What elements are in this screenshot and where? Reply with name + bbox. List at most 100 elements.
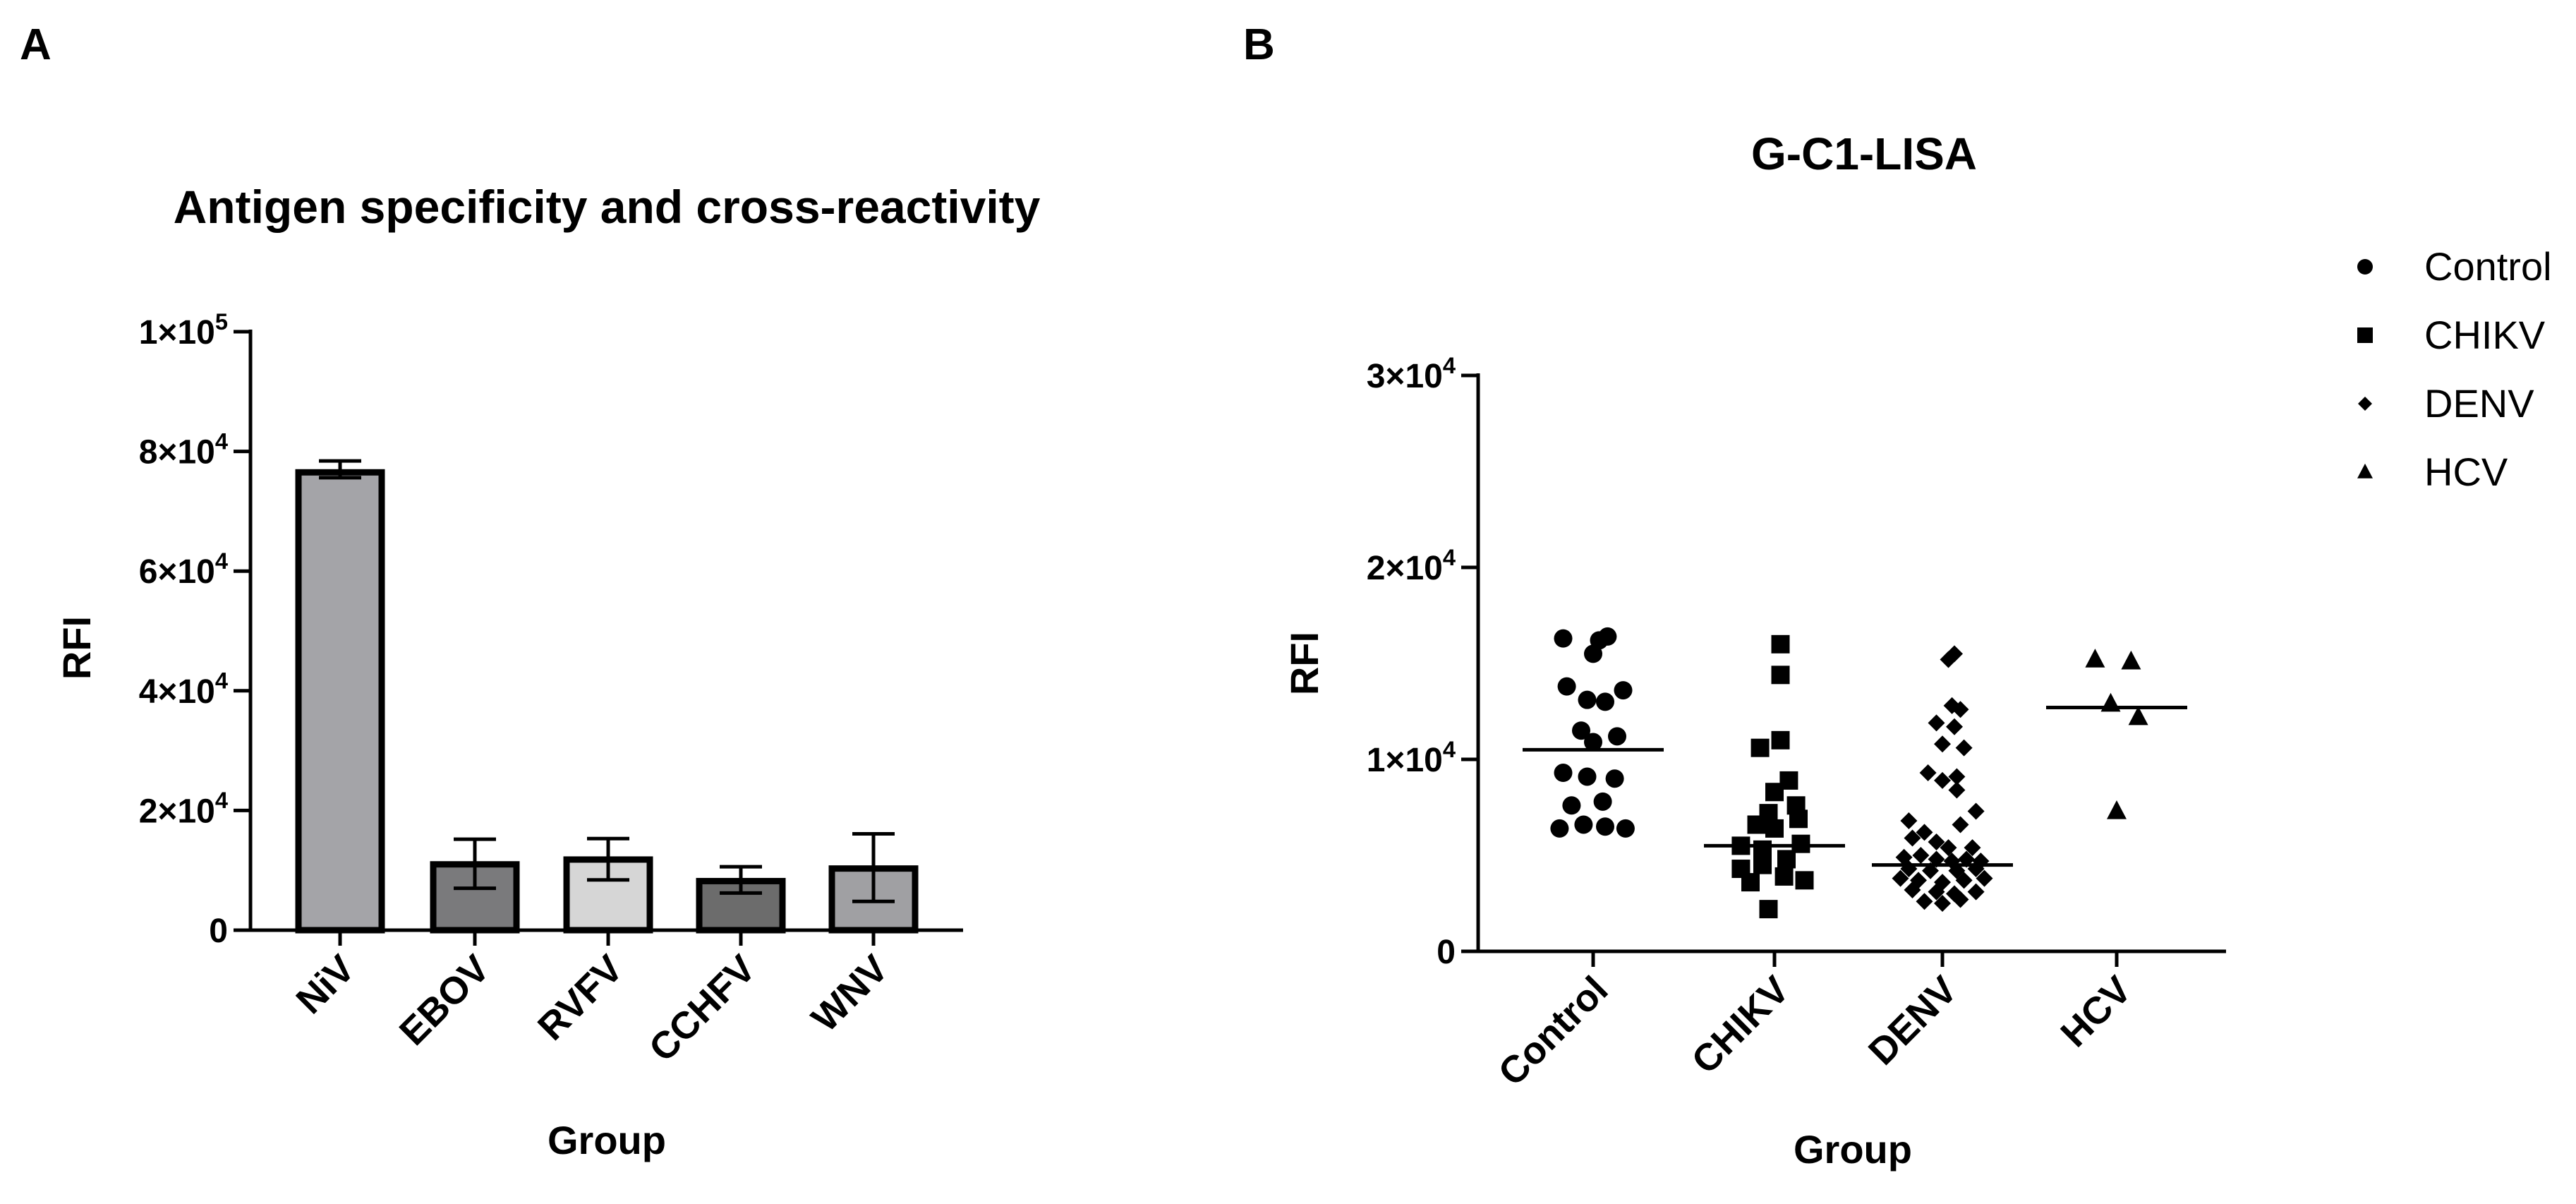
data-point-denv [1976,869,1993,887]
x-tick-label-niv: NiV [288,947,363,1022]
error-bar-wnv [852,831,895,903]
chart-b-plot-area: Control CHIKV DENV HCV 0 1×104 2×104 3×104 [1367,352,2226,1094]
data-point-denv [1928,883,1945,901]
data-point-chikv [1774,867,1794,886]
x-tick-label-control: Control [1490,968,1616,1094]
data-point-hcv [2085,649,2105,668]
data-point-chikv [1753,855,1772,874]
data-point-control [1598,627,1617,646]
data-point-control [1614,681,1633,700]
legend-label-hcv: HCV [2424,450,2508,494]
data-point-chikv [1795,871,1814,890]
legend-label-chikv: CHIKV [2424,313,2546,357]
chart-b-y-axis-label: RFI [1282,632,1326,695]
data-point-chikv [1789,809,1808,829]
chart-a-bar: Antigen specificity and cross-reactivity… [54,181,1041,1162]
data-point-chikv [1771,666,1790,685]
data-point-denv [1967,802,1985,820]
data-point-chikv [1741,873,1760,892]
data-point-chikv [1791,834,1810,853]
data-point-denv [1900,812,1918,830]
y-tick-label: 8×104 [139,428,228,471]
data-point-chikv [1750,738,1770,757]
y-tick-label: 2×104 [139,787,228,830]
error-bar-rvfv [587,836,629,882]
chart-a-title: Antigen specificity and cross-reactivity [174,181,1041,233]
data-point-chikv [1765,783,1784,802]
x-tick-label-cchfv: CCHFV [641,947,764,1070]
data-point-denv [1919,764,1937,782]
data-point-control [1608,727,1626,746]
series-chikv [1704,634,1845,919]
data-point-control [1605,769,1624,788]
y-tick-label: 0 [1437,934,1456,971]
data-point-control [1557,677,1576,696]
data-point-control [1550,819,1569,838]
error-bar-niv [319,459,361,480]
chart-b-scatter: G-C1-LISA RFI Group Control CHIKV DENV HCV 0… [1282,128,2552,1172]
x-tick-label-denv: DENV [1861,968,1966,1073]
data-point-denv [1964,839,1981,857]
data-point-denv [1955,872,1973,889]
legend-marker-hcv [2357,463,2373,478]
data-point-control [1578,690,1597,709]
panel-label-a: A [20,20,52,69]
data-point-denv [1934,895,1951,912]
data-point-control [1574,815,1593,834]
data-point-control [1554,629,1573,648]
data-point-control [1584,644,1602,663]
data-point-hcv [2107,800,2127,819]
data-point-denv [1967,883,1985,901]
legend-label-denv: DENV [2424,381,2534,426]
data-point-denv [1940,839,1957,857]
chart-a-plot-area: NiV EBOV RVFV CCHFV WNV 0 2×104 4×104 6×104 8×104… [139,308,963,1070]
x-tick-label-ebov: EBOV [392,947,498,1054]
y-tick-label: 2×104 [1367,544,1456,587]
x-tick-label-chikv: CHIKV [1683,968,1797,1082]
data-point-chikv [1765,819,1784,838]
legend-marker-denv [2358,397,2372,411]
data-point-control [1593,792,1612,811]
data-point-denv [1912,847,1930,864]
chart-b-title: G-C1-LISA [1751,128,1977,179]
data-point-control [1562,796,1581,815]
data-point-control [1584,733,1602,752]
chart-a-x-axis-label: Group [548,1118,666,1162]
series-hcv [2046,649,2187,819]
error-bar-cchfv [720,865,762,895]
data-point-denv [1952,891,1969,908]
data-point-chikv [1753,840,1772,859]
data-point-denv [1916,893,1933,910]
series-control [1523,627,1664,838]
y-tick-label: 3×104 [1367,352,1456,395]
x-tick-label-wnv: WNV [804,947,897,1040]
data-point-denv [1952,816,1969,833]
series-denv [1872,645,2013,912]
y-tick-label: 1×105 [139,308,228,351]
data-point-denv [1928,714,1945,732]
data-point-control [1616,819,1635,838]
chart-b-x-axis-label: Group [1794,1127,1912,1172]
legend-label-control: Control [2424,244,2552,289]
data-point-denv [1892,869,1909,887]
data-point-hcv [2128,706,2148,726]
y-tick-label: 6×104 [139,548,228,591]
y-tick-label: 0 [209,913,228,950]
data-point-chikv [1777,850,1796,869]
data-point-chikv [1771,634,1790,654]
chart-b-legend: Control CHIKV DENV HCV [2357,244,2552,494]
data-point-chikv [1759,900,1778,919]
error-bar-ebov [454,837,496,891]
data-point-denv [1948,768,1966,785]
data-point-denv [1948,781,1966,799]
data-point-denv [1946,645,1963,663]
data-point-denv [1946,718,1963,735]
data-point-control [1578,767,1597,786]
x-tick-label-rvfv: RVFV [530,947,631,1049]
data-point-denv [1916,824,1933,841]
bar-niv [295,469,385,934]
data-point-denv [1904,829,1921,847]
data-point-control [1596,692,1614,711]
x-tick-label-hcv: HCV [2052,968,2139,1055]
